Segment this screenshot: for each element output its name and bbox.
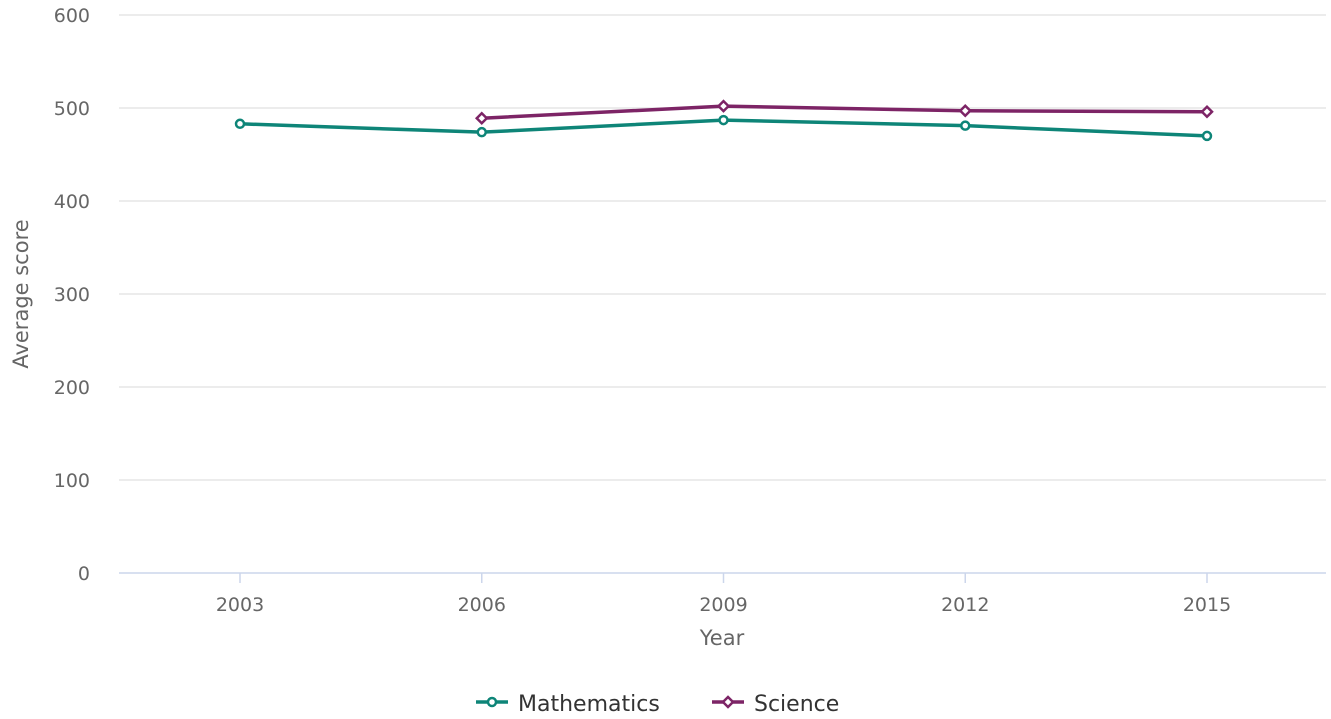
- x-axis-title: Year: [699, 626, 745, 650]
- data-point-science-2009[interactable]: [716, 99, 731, 113]
- legend-label-science: Science: [754, 692, 839, 717]
- legend-item-mathematics[interactable]: Mathematics: [476, 692, 660, 717]
- gridlines: [119, 14, 1326, 481]
- y-tick-label-600: 600: [54, 5, 90, 27]
- legend-marker-mathematics: [486, 696, 498, 708]
- y-tick-label-400: 400: [54, 191, 90, 213]
- x-tick-label-2003: 2003: [216, 594, 264, 616]
- y-tick-label-100: 100: [54, 470, 90, 492]
- y-tick-label-0: 0: [78, 563, 90, 585]
- x-tick-label-2015: 2015: [1183, 594, 1231, 616]
- legend-label-mathematics: Mathematics: [518, 692, 660, 717]
- series-mathematics: [234, 114, 1213, 142]
- series-science: [474, 99, 1214, 125]
- y-tick-label-300: 300: [54, 284, 90, 306]
- data-point-mathematics-2012[interactable]: [960, 120, 971, 131]
- data-point-mathematics-2003[interactable]: [234, 118, 246, 130]
- data-point-science-2015[interactable]: [1200, 104, 1214, 119]
- y-tick-label-500: 500: [54, 98, 90, 120]
- data-point-mathematics-2015[interactable]: [1201, 130, 1213, 142]
- series-group: [234, 99, 1214, 142]
- x-axis-tick-labels: 2003 2006 2009 2012 2015: [216, 594, 1231, 616]
- x-tick-label-2006: 2006: [458, 594, 506, 616]
- legend-marker-science: [721, 695, 735, 709]
- y-axis-tick-labels: 0 100 200 300 400 500 600: [54, 5, 90, 585]
- legend[interactable]: Mathematics Science: [476, 692, 839, 717]
- y-tick-label-200: 200: [54, 377, 90, 399]
- legend-item-science[interactable]: Science: [712, 692, 839, 717]
- x-tick-label-2009: 2009: [699, 594, 747, 616]
- y-axis-title: Average score: [9, 219, 33, 368]
- series-line-science[interactable]: [480, 104, 1209, 120]
- data-point-science-2012[interactable]: [958, 104, 973, 118]
- data-point-mathematics-2009[interactable]: [718, 114, 729, 126]
- data-point-science-2006[interactable]: [474, 111, 489, 125]
- x-tick-label-2012: 2012: [941, 594, 989, 616]
- data-point-mathematics-2006[interactable]: [476, 126, 487, 138]
- x-axis: [119, 572, 1326, 583]
